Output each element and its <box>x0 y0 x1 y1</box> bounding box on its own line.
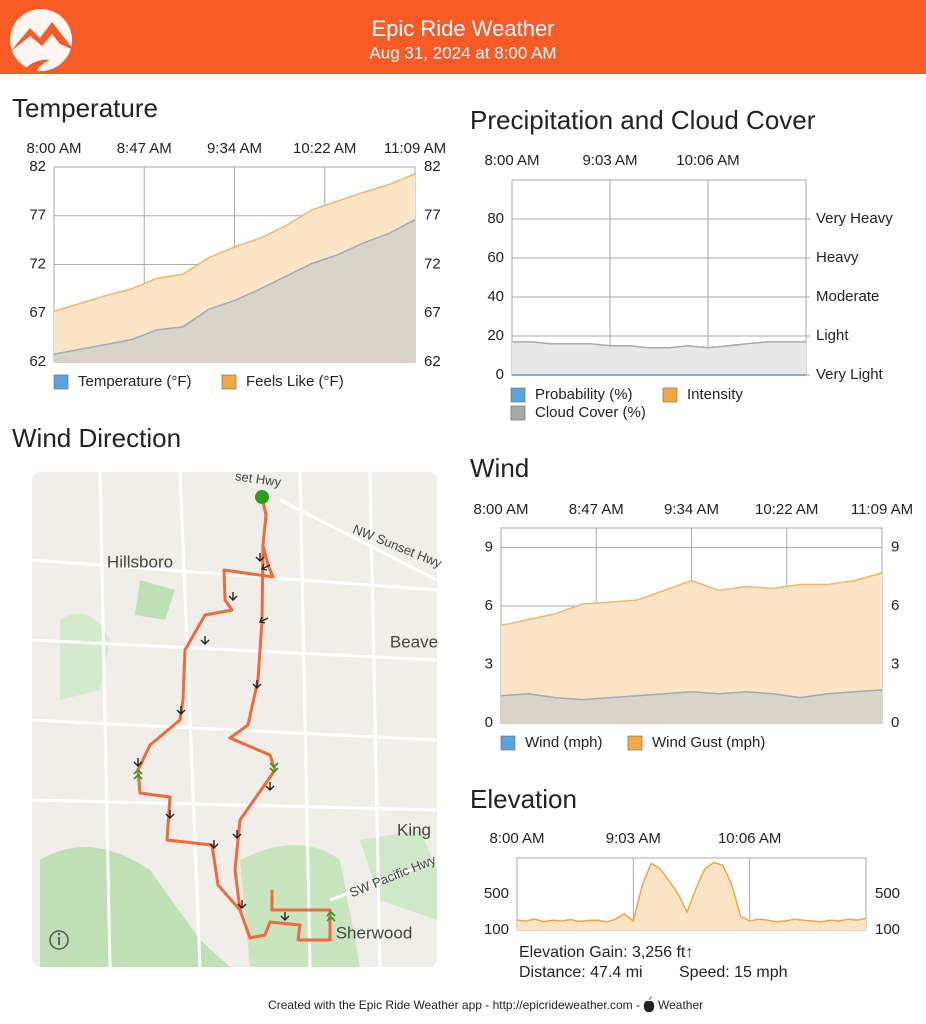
y-tick-label-right: 3 <box>891 655 899 672</box>
brand-icon <box>643 996 655 1013</box>
y2-tick-label: Very Light <box>816 366 884 383</box>
map-label: Sherwood <box>336 923 413 942</box>
x-tick-label: 10:06 AM <box>718 830 781 847</box>
map-title: Wind Direction <box>12 423 181 453</box>
legend-label: Wind Gust (mph) <box>652 734 765 751</box>
area-fill <box>54 219 415 362</box>
chart-title: Wind <box>470 453 529 483</box>
legend-label: Wind (mph) <box>525 734 603 751</box>
y2-tick-label: Heavy <box>816 249 859 266</box>
x-tick-label: 9:03 AM <box>582 152 637 169</box>
y-tick-label: 40 <box>487 288 504 305</box>
y-tick-label: 60 <box>487 249 504 266</box>
y-tick-label-right: 72 <box>424 255 441 272</box>
legend-swatch <box>510 387 526 403</box>
y-tick-label: 82 <box>29 158 46 175</box>
map-label: Beave <box>390 632 438 651</box>
y-tick-label: 3 <box>485 655 493 672</box>
chart-title: Elevation <box>470 784 577 814</box>
legend-swatch <box>500 735 516 751</box>
x-tick-label: 10:22 AM <box>293 140 356 157</box>
x-tick-label: 8:47 AM <box>117 140 172 157</box>
legend-label: Cloud Cover (%) <box>535 404 646 421</box>
legend-swatch <box>662 387 678 403</box>
area-fill <box>517 862 866 930</box>
y-tick-label: 72 <box>29 255 46 272</box>
y-tick-label-right: 77 <box>424 207 441 224</box>
x-tick-label: 8:00 AM <box>473 501 528 518</box>
y-tick-label-right: 6 <box>891 597 899 614</box>
y-tick-label: 20 <box>487 327 504 344</box>
logo <box>10 9 74 72</box>
legend-label: Temperature (°F) <box>78 373 192 390</box>
y-tick-label: 100 <box>484 921 509 938</box>
x-tick-label: 8:00 AM <box>489 830 544 847</box>
y2-tick-label: Very Heavy <box>816 210 893 227</box>
app-title: Epic Ride Weather <box>371 16 554 41</box>
area-line <box>516 861 867 923</box>
y-tick-label-right: 9 <box>891 538 899 555</box>
y-tick-label: 80 <box>487 210 504 227</box>
y-tick-label: 0 <box>496 366 504 383</box>
legend-swatch <box>221 374 237 390</box>
y-tick-label-right: 500 <box>875 885 900 902</box>
x-tick-label: 9:34 AM <box>664 501 719 518</box>
map-label: set Hwy <box>234 468 282 489</box>
y-tick-label-right: 82 <box>424 158 441 175</box>
y-tick-label: 6 <box>485 597 493 614</box>
legend-label: Feels Like (°F) <box>246 373 344 390</box>
x-tick-label: 11:09 AM <box>384 140 446 157</box>
header-bar <box>0 0 926 74</box>
x-tick-label: 9:03 AM <box>606 830 661 847</box>
y-tick-label: 77 <box>29 207 46 224</box>
stat-text: Speed: 15 mph <box>679 964 788 981</box>
y-tick-label-right: 62 <box>424 353 441 370</box>
legend-swatch <box>627 735 643 751</box>
y2-tick-label: Moderate <box>816 288 879 305</box>
area-fill <box>512 341 806 375</box>
x-tick-label: 10:22 AM <box>755 501 818 518</box>
y-tick-label-right: 67 <box>424 304 441 321</box>
x-tick-label: 11:09 AM <box>851 501 913 518</box>
chart-title: Temperature <box>12 93 158 123</box>
area-line <box>53 219 416 355</box>
x-tick-label: 10:06 AM <box>676 152 739 169</box>
stat-text: Elevation Gain: 3,256 ft↑ <box>519 944 693 961</box>
y-tick-label: 62 <box>29 353 46 370</box>
legend-label: Intensity <box>687 386 743 403</box>
legend-swatch <box>510 405 526 421</box>
y-tick-label: 0 <box>485 714 493 731</box>
area-fill <box>501 689 882 723</box>
area-line <box>500 572 883 627</box>
map-label: King <box>397 820 431 839</box>
y-tick-label: 9 <box>485 538 493 555</box>
area-fill <box>501 572 882 723</box>
x-tick-label: 8:00 AM <box>484 152 539 169</box>
y-tick-label-right: 100 <box>875 921 900 938</box>
footer-brand: Weather <box>658 998 703 1012</box>
y-tick-label-right: 0 <box>891 714 899 731</box>
footer-text: Created with the Epic Ride Weather app -… <box>268 998 640 1012</box>
y-tick-label: 500 <box>484 885 509 902</box>
area-line <box>500 689 883 701</box>
y-tick-label: 67 <box>29 304 46 321</box>
x-tick-label: 9:34 AM <box>207 140 262 157</box>
map <box>31 471 438 968</box>
map-label: Hillsboro <box>107 552 173 571</box>
area-line <box>53 173 416 313</box>
y2-tick-label: Light <box>816 327 849 344</box>
x-tick-label: 8:00 AM <box>26 140 81 157</box>
legend-label: Probability (%) <box>535 386 633 403</box>
legend-swatch <box>53 374 69 390</box>
app-subtitle: Aug 31, 2024 at 8:00 AM <box>369 43 556 62</box>
chart-title: Precipitation and Cloud Cover <box>470 105 816 135</box>
x-tick-label: 8:47 AM <box>569 501 624 518</box>
stat-text: Distance: 47.4 mi <box>519 964 643 981</box>
area-line <box>512 341 806 349</box>
